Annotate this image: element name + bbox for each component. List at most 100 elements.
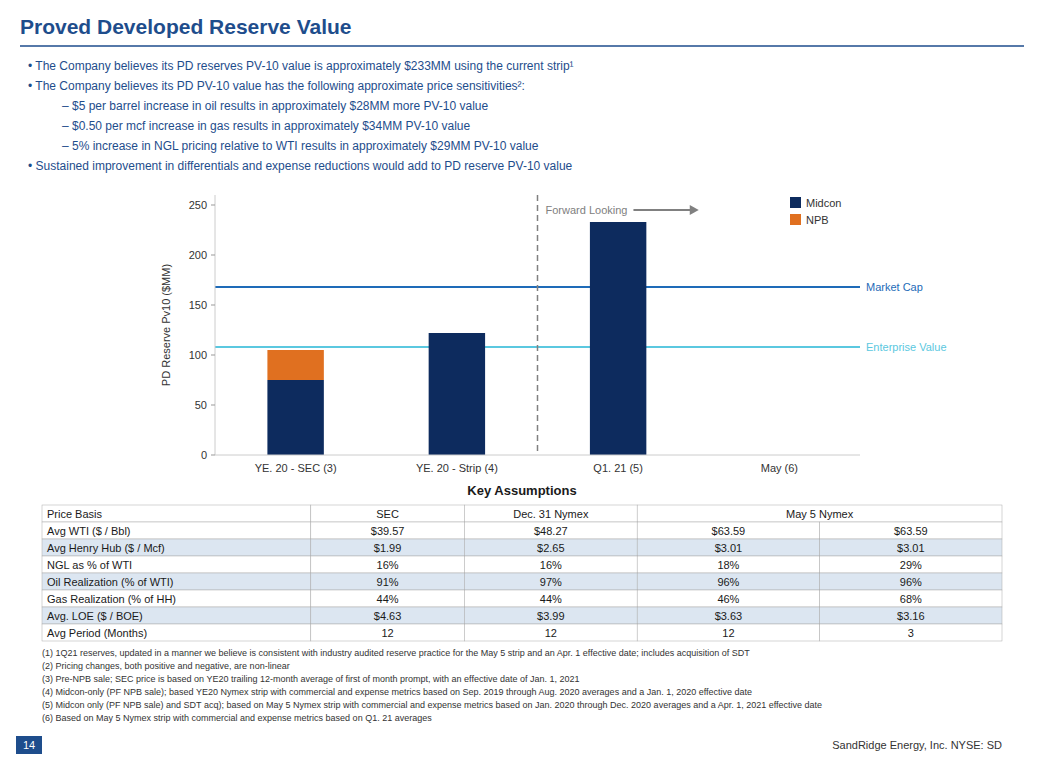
- table-cell: 96%: [717, 576, 739, 588]
- bar: [267, 350, 323, 380]
- y-tick: [211, 305, 215, 306]
- chart: 050100150200250YE. 20 - SEC (3)YE. 20 - …: [160, 195, 947, 474]
- x-tick-label: Q1. 21 (5): [593, 462, 643, 474]
- table-cell: 96%: [900, 576, 922, 588]
- table-cell-bg: [311, 539, 465, 556]
- y-tick-label: 50: [195, 399, 207, 411]
- table-cell: 16%: [540, 559, 562, 571]
- legend-label: Midcon: [806, 197, 841, 209]
- table-cell-bg: [311, 624, 465, 641]
- table-header-bg: [311, 505, 465, 522]
- y-tick-label: 0: [201, 449, 207, 461]
- table-header-bg: [42, 505, 311, 522]
- table-cell: $3.99: [537, 610, 565, 622]
- y-tick-label: 100: [189, 349, 207, 361]
- table-cell-bg: [637, 624, 819, 641]
- table-cell-bg: [42, 590, 311, 607]
- annotation-arrow: [633, 209, 690, 211]
- table-cell: 18%: [717, 559, 739, 571]
- table-cell: $3.16: [897, 610, 925, 622]
- table-cell-bg: [637, 522, 819, 539]
- table-cell-bg: [637, 607, 819, 624]
- table-header: May 5 Nymex: [786, 508, 854, 520]
- table-cell-bg: [464, 573, 637, 590]
- table-cell-bg: [820, 607, 1002, 624]
- y-tick-label: 250: [189, 199, 207, 211]
- table-cell-bg: [42, 556, 311, 573]
- y-axis-label: PD Reserve Pv10 ($MM): [160, 264, 172, 386]
- bar: [267, 380, 323, 455]
- table-header-bg: [464, 505, 637, 522]
- table-cell: Avg Henry Hub ($ / Mcf): [47, 542, 165, 554]
- table-cell: 97%: [540, 576, 562, 588]
- table-header-bg: [637, 505, 1002, 522]
- annotation: Forward Looking: [546, 204, 628, 216]
- x-tick-label: YE. 20 - Strip (4): [416, 462, 498, 474]
- table: Price BasisSECDec. 31 NymexMay 5 NymexAv…: [42, 505, 1002, 641]
- table-cell-bg: [464, 556, 637, 573]
- table-cell-bg: [820, 556, 1002, 573]
- table-header: Price Basis: [47, 508, 103, 520]
- table-cell: $3.01: [715, 542, 743, 554]
- table-cell: Avg. LOE ($ / BOE): [47, 610, 143, 622]
- reference-line-label: Market Cap: [866, 281, 923, 293]
- y-tick: [211, 405, 215, 406]
- table-cell: $1.99: [374, 542, 402, 554]
- table-cell: $3.63: [715, 610, 743, 622]
- table-cell-bg: [311, 556, 465, 573]
- table-cell: 29%: [900, 559, 922, 571]
- divider: [537, 195, 539, 455]
- page-title: Proved Developed Reserve Value: [20, 15, 352, 38]
- table-cell: 16%: [377, 559, 399, 571]
- legend-label: NPB: [806, 214, 829, 226]
- bar: [429, 333, 485, 334]
- legend-swatch: [790, 197, 801, 208]
- table-cell: $3.01: [897, 542, 925, 554]
- table-cell: NGL as % of WTI: [47, 559, 132, 571]
- table-cell: 12: [381, 627, 393, 639]
- table-cell: 3: [908, 627, 914, 639]
- y-axis-line: [215, 195, 216, 455]
- table-cell-bg: [311, 607, 465, 624]
- footnote: (1) 1Q21 reserves, updated in a manner w…: [42, 648, 750, 658]
- table-cell-bg: [464, 607, 637, 624]
- table-cell-bg: [464, 624, 637, 641]
- title-rule: [20, 45, 1024, 47]
- table-cell: 91%: [377, 576, 399, 588]
- table-cell-bg: [464, 590, 637, 607]
- table-title: Key Assumptions: [467, 483, 576, 498]
- y-tick-label: 150: [189, 299, 207, 311]
- legend: Midcon NPB: [790, 197, 841, 226]
- table-cell: $4.63: [374, 610, 402, 622]
- y-tick: [211, 455, 215, 456]
- y-tick: [211, 355, 215, 356]
- table-cell: 12: [545, 627, 557, 639]
- table-cell-bg: [464, 522, 637, 539]
- table-cell: $63.59: [712, 525, 746, 537]
- table-cell-bg: [311, 573, 465, 590]
- bullet: • Sustained improvement in differentials…: [28, 159, 573, 173]
- table-cell-bg: [637, 556, 819, 573]
- table-header: SEC: [376, 508, 399, 520]
- table-cell-bg: [42, 539, 311, 556]
- x-tick-label: YE. 20 - SEC (3): [255, 462, 337, 474]
- table-cell-bg: [637, 590, 819, 607]
- table-cell: Avg WTI ($ / Bbl): [47, 525, 131, 537]
- table-cell-bg: [311, 522, 465, 539]
- table-cell: Gas Realization (% of HH): [47, 593, 176, 605]
- y-tick: [211, 255, 215, 256]
- table-cell: 44%: [540, 593, 562, 605]
- table-cell: $48.27: [534, 525, 568, 537]
- table-cell: 46%: [717, 593, 739, 605]
- table-cell: 44%: [377, 593, 399, 605]
- sub-bullet: – 5% increase in NGL pricing relative to…: [62, 139, 539, 153]
- table-cell: $2.65: [537, 542, 565, 554]
- table-cell-bg: [820, 624, 1002, 641]
- table-cell: $39.57: [371, 525, 405, 537]
- annotation-arrow-head: [690, 205, 699, 215]
- footnote: (6) Based on May 5 Nymex strip with comm…: [42, 713, 432, 723]
- legend-swatch: [790, 214, 801, 225]
- footnote: (2) Pricing changes, both positive and n…: [42, 661, 290, 671]
- page-number-box: [16, 736, 42, 754]
- reference-line-label: Enterprise Value: [866, 341, 947, 353]
